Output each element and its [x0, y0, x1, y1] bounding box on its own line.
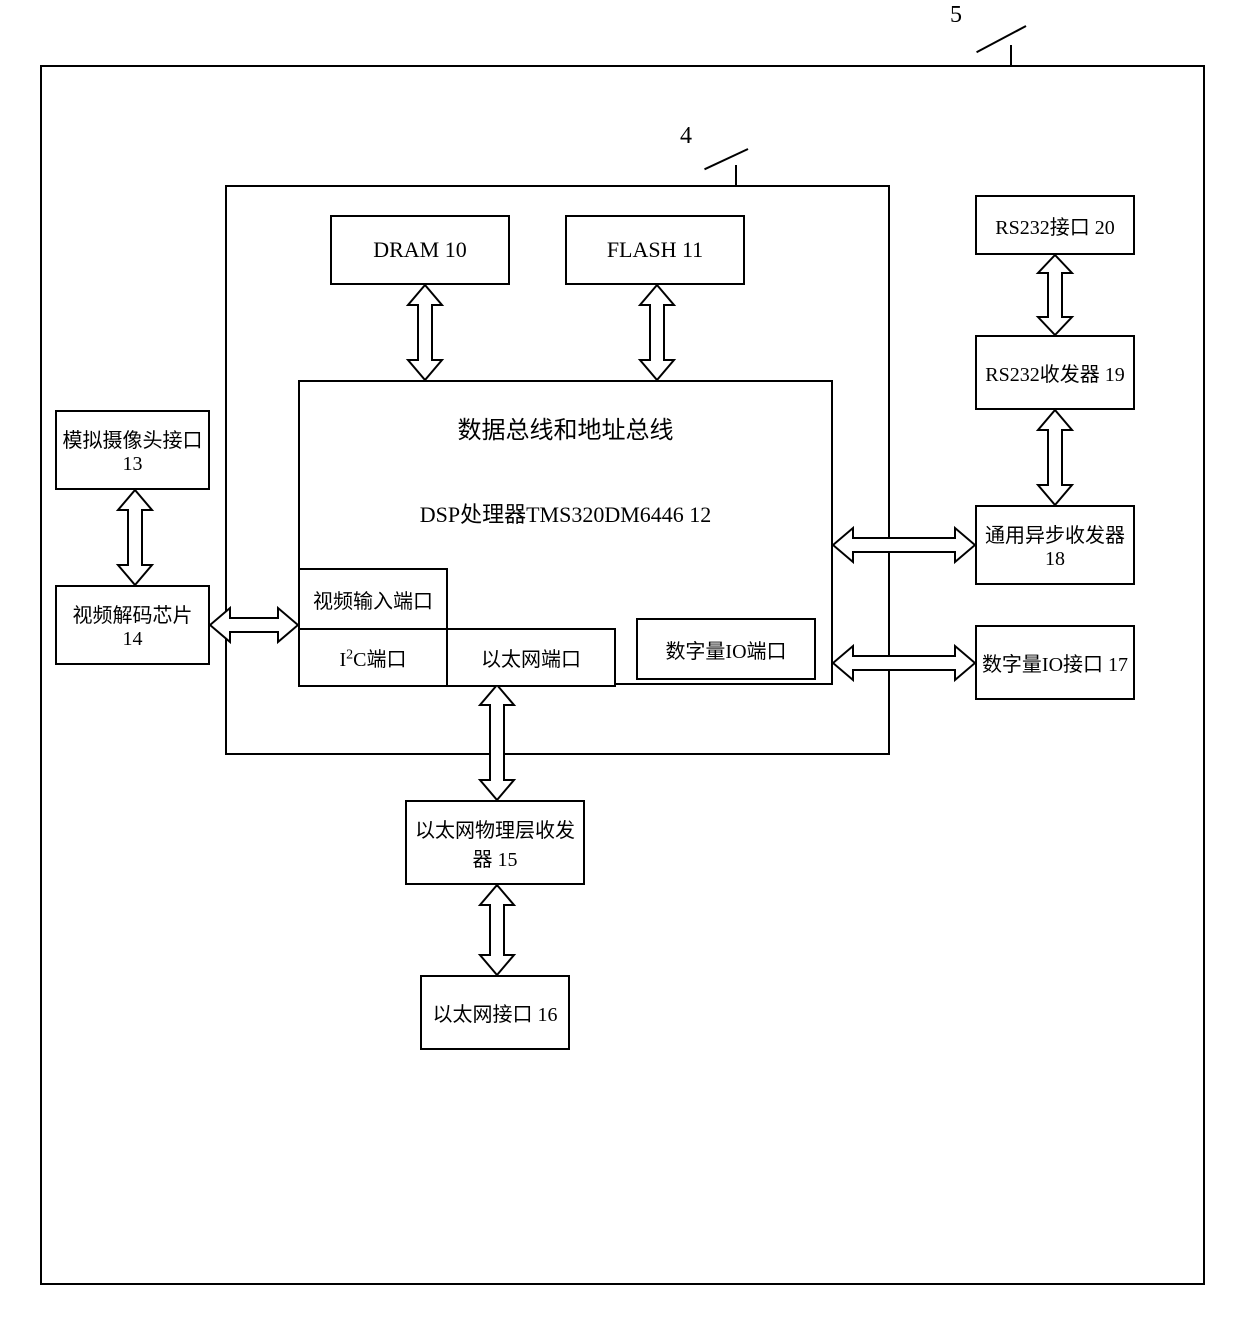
dsp-video-in: 视频输入端口 [298, 568, 448, 630]
leader-4-v [735, 165, 737, 185]
block-eth-if: 以太网接口 16 [420, 975, 570, 1050]
dsp-subtitle: DSP处理器TMS320DM6446 12 [300, 497, 831, 529]
block-phy-label: 以太网物理层收发器 15 [411, 814, 579, 872]
block-dsp: 数据总线和地址总线 DSP处理器TMS320DM6446 12 视频输入端口 I… [298, 380, 833, 685]
dsp-dio: 数字量IO端口 [636, 618, 816, 680]
block-uart-label: 通用异步收发器 18 [981, 519, 1129, 571]
dsp-title: 数据总线和地址总线 [300, 410, 831, 445]
block-rs232-if: RS232接口 20 [975, 195, 1135, 255]
block-rs232-if-label: RS232接口 20 [995, 211, 1114, 240]
block-dec: 视频解码芯片 14 [55, 585, 210, 665]
ref-4-label: 4 [680, 123, 692, 150]
dsp-i2c-label: I2C端口 [339, 643, 406, 672]
block-flash-label: FLASH 11 [607, 237, 703, 263]
block-rs232-tx-label: RS232收发器 19 [985, 358, 1124, 387]
leader-5-s [976, 25, 1026, 53]
block-rs232-tx: RS232收发器 19 [975, 335, 1135, 410]
block-dio-if: 数字量IO接口 17 [975, 625, 1135, 700]
block-eth-if-label: 以太网接口 16 [433, 998, 558, 1027]
block-uart: 通用异步收发器 18 [975, 505, 1135, 585]
block-dec-label: 视频解码芯片 14 [61, 599, 204, 651]
dsp-dio-label: 数字量IO端口 [665, 635, 786, 664]
diagram-canvas: 5 4 DRAM 10 FLASH 11 数据总线和地址总线 DSP处理器TMS… [0, 0, 1240, 1322]
block-flash: FLASH 11 [565, 215, 745, 285]
dsp-eth: 以太网端口 [446, 628, 616, 687]
block-cam-if-label: 模拟摄像头接口 13 [61, 424, 204, 476]
block-dram: DRAM 10 [330, 215, 510, 285]
block-dio-if-label: 数字量IO接口 17 [982, 648, 1128, 677]
block-cam-if: 模拟摄像头接口 13 [55, 410, 210, 490]
dsp-i2c: I2C端口 [298, 628, 448, 687]
dsp-eth-label: 以太网端口 [481, 643, 581, 672]
dsp-video-in-label: 视频输入端口 [313, 585, 433, 614]
leader-5-v [1010, 45, 1012, 65]
block-phy: 以太网物理层收发器 15 [405, 800, 585, 885]
ref-5-label: 5 [950, 2, 962, 29]
block-dram-label: DRAM 10 [373, 237, 467, 263]
